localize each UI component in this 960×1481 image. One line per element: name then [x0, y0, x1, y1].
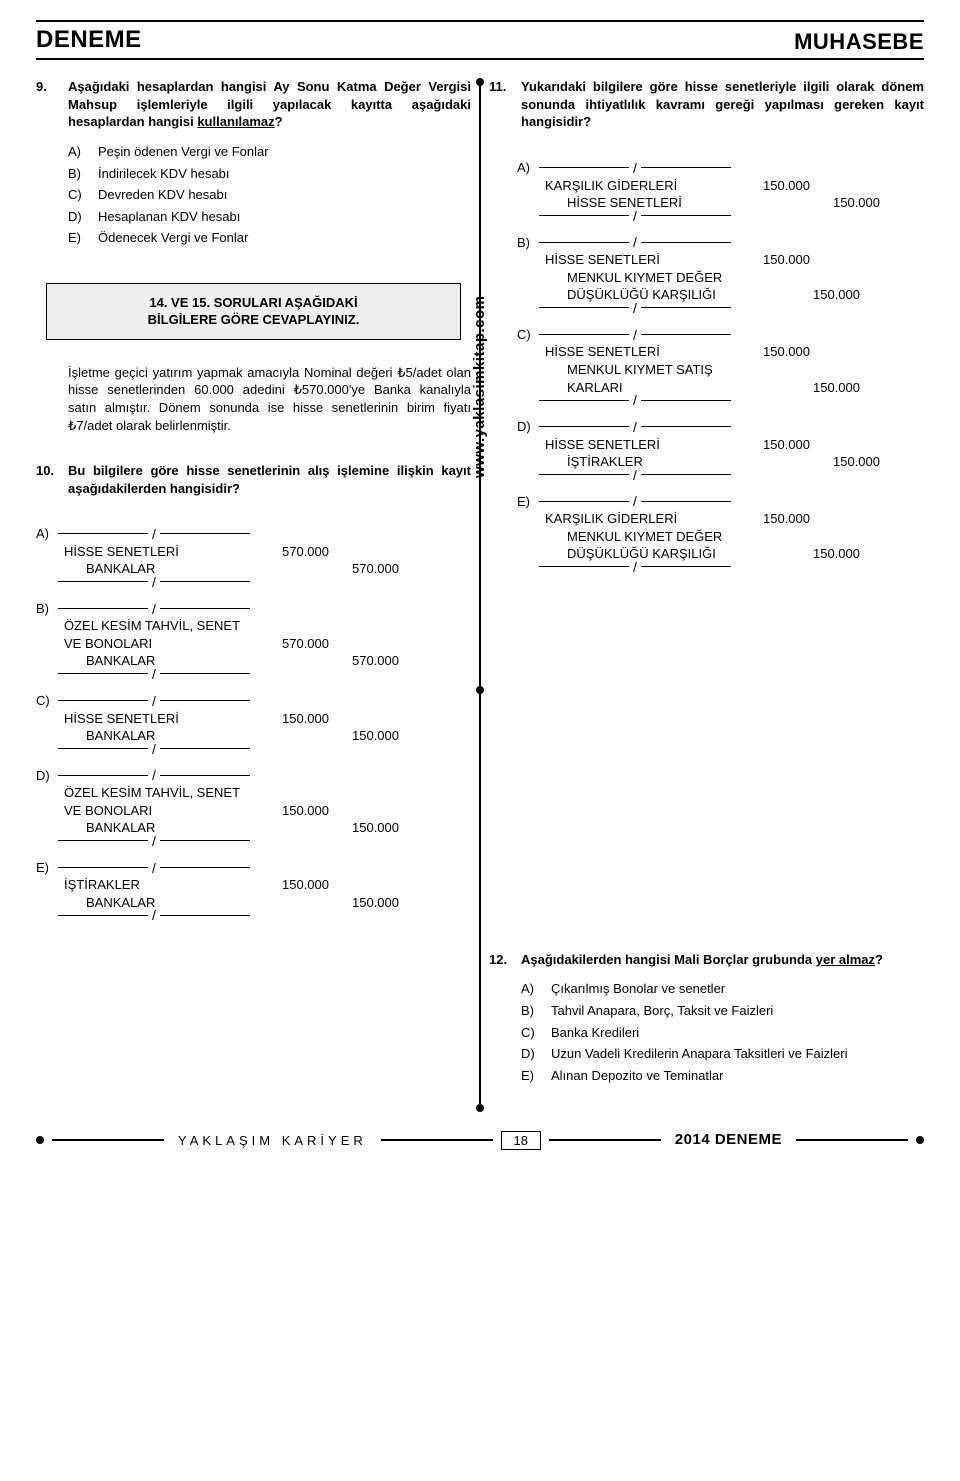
q11-number: 11.: [489, 78, 511, 131]
header-rule: [36, 58, 924, 60]
q12-opt-d[interactable]: D)Uzun Vadeli Kredilerin Anapara Taksitl…: [521, 1045, 924, 1063]
question-11: 11. Yukarıdaki bilgilere göre hisse sene…: [489, 78, 924, 131]
footer-dot-icon: [36, 1136, 44, 1144]
question-12: 12. Aşağıdakilerden hangisi Mali Borçlar…: [489, 951, 924, 1084]
q9-opt-e[interactable]: E)Ödenecek Vergi ve Fonlar: [68, 229, 471, 247]
q10-entry-e[interactable]: E)/ İŞTİRAKLER150.000 BANKALAR150.000 /: [36, 859, 471, 920]
footer-right-text: 2014 DENEME: [669, 1130, 788, 1150]
right-column: 11. Yukarıdaki bilgilere göre hisse sene…: [489, 78, 924, 1112]
question-9: 9. Aşağıdaki hesaplardan hangisi Ay Sonu…: [36, 78, 471, 246]
q12-opt-e[interactable]: E)Alınan Depozito ve Teminatlar: [521, 1067, 924, 1085]
q11-entry-d[interactable]: D)/ HİSSE SENETLERİ150.000 İŞTİRAKLER150…: [517, 418, 924, 479]
q10-number: 10.: [36, 462, 58, 497]
q10-entry-d[interactable]: D)/ ÖZEL KESİM TAHVİL, SENET VE BONOLARI…: [36, 767, 471, 845]
q9-text: Aşağıdaki hesaplardan hangisi Ay Sonu Ka…: [68, 78, 471, 131]
q12-opt-c[interactable]: C)Banka Kredileri: [521, 1024, 924, 1042]
page-header: DENEME MUHASEBE: [36, 24, 924, 56]
q9-opt-d[interactable]: D)Hesaplanan KDV hesabı: [68, 208, 471, 226]
q11-entry-b[interactable]: B)/ HİSSE SENETLERİ150.000 MENKUL KIYMET…: [517, 234, 924, 312]
q9-number: 9.: [36, 78, 58, 131]
header-left: DENEME: [36, 24, 142, 56]
context-paragraph: İşletme geçici yatırım yapmak amacıyla N…: [36, 364, 471, 434]
q12-opt-a[interactable]: A)Çıkarılmış Bonolar ve senetler: [521, 980, 924, 998]
footer-dot-icon: [916, 1136, 924, 1144]
context-info-box: 14. VE 15. SORULARI AŞAĞIDAKİ BİLGİLERE …: [46, 283, 461, 340]
top-rule: [36, 20, 924, 22]
question-10: 10. Bu bilgilere göre hisse senetlerinin…: [36, 462, 471, 497]
q9-opt-c[interactable]: C)Devreden KDV hesabı: [68, 186, 471, 204]
q12-text: Aşağıdakilerden hangisi Mali Borçlar gru…: [521, 951, 883, 969]
q9-opt-a[interactable]: A)Peşin ödenen Vergi ve Fonlar: [68, 143, 471, 161]
q9-opt-b[interactable]: B)İndirilecek KDV hesabı: [68, 165, 471, 183]
q11-text: Yukarıdaki bilgilere göre hisse senetler…: [521, 78, 924, 131]
footer-left-text: YAKLAŞIM KARİYER: [172, 1132, 373, 1150]
left-column: 9. Aşağıdaki hesaplardan hangisi Ay Sonu…: [36, 78, 471, 1112]
q12-number: 12.: [489, 951, 511, 969]
q11-entry-a[interactable]: A)/ KARŞILIK GİDERLERİ150.000 HİSSE SENE…: [517, 159, 924, 220]
page-number: 18: [501, 1131, 541, 1151]
q10-entry-a[interactable]: A)/ HİSSE SENETLERİ570.000 BANKALAR570.0…: [36, 525, 471, 586]
page-footer: YAKLAŞIM KARİYER 18 2014 DENEME: [36, 1130, 924, 1150]
q12-opt-b[interactable]: B)Tahvil Anapara, Borç, Taksit ve Faizle…: [521, 1002, 924, 1020]
watermark: www.yaklasimkitap.com: [470, 296, 490, 479]
header-right: MUHASEBE: [794, 27, 924, 57]
q10-text: Bu bilgilere göre hisse senetlerinin alı…: [68, 462, 471, 497]
q11-entry-e[interactable]: E)/ KARŞILIK GİDERLERİ150.000 MENKUL KIY…: [517, 493, 924, 571]
q10-entry-c[interactable]: C)/ HİSSE SENETLERİ150.000 BANKALAR150.0…: [36, 692, 471, 753]
q10-entry-b[interactable]: B)/ ÖZEL KESİM TAHVİL, SENET VE BONOLARI…: [36, 600, 471, 678]
q11-entry-c[interactable]: C)/ HİSSE SENETLERİ150.000 MENKUL KIYMET…: [517, 326, 924, 404]
